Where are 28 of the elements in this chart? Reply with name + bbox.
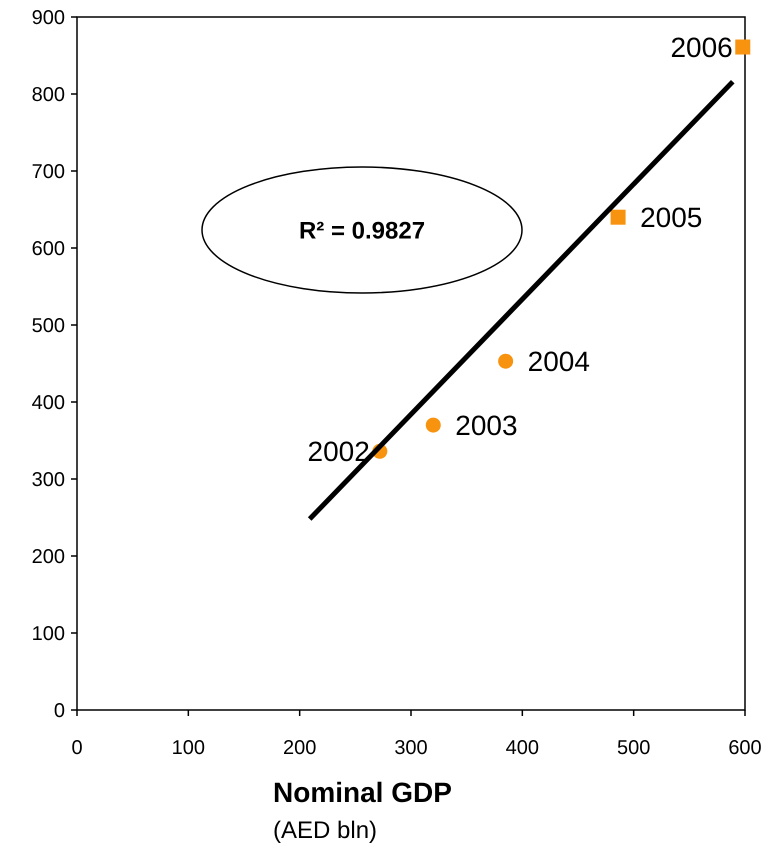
annotation: 2003	[455, 410, 518, 441]
y-tick-label: 400	[32, 392, 65, 414]
x-tick-label: 200	[282, 737, 316, 759]
x-tick-label: 400	[506, 737, 540, 759]
x-tick-label: 600	[728, 737, 762, 759]
x-tick-label: 100	[172, 737, 206, 759]
point	[498, 354, 514, 369]
x-tick-label: 0	[71, 737, 83, 759]
point	[610, 210, 626, 225]
y-tick-label: 800	[32, 84, 65, 106]
y-tick-label: 300	[32, 469, 65, 491]
x-axis-title: Nominal GDP (AED bln)	[273, 777, 452, 844]
point	[426, 418, 441, 433]
annotation: 2006	[670, 32, 733, 63]
y-tick-label: 700	[32, 161, 65, 183]
y-tick-label: 0	[54, 700, 65, 722]
y-tick-label: 100	[32, 623, 65, 645]
annotation: 2005	[640, 202, 702, 233]
x-tick-label: 500	[616, 737, 650, 759]
annotation: 2002	[308, 436, 370, 468]
x-tick-label: 300	[394, 737, 428, 759]
y-tick-label: 900	[32, 7, 65, 29]
point	[735, 40, 750, 55]
annotation: R² = 0.9827	[298, 217, 426, 244]
y-tick-label: 500	[32, 315, 65, 337]
y-tick-label: 200	[32, 546, 65, 568]
y-tick-label: 600	[32, 238, 65, 260]
annotation: 2004	[528, 346, 590, 377]
